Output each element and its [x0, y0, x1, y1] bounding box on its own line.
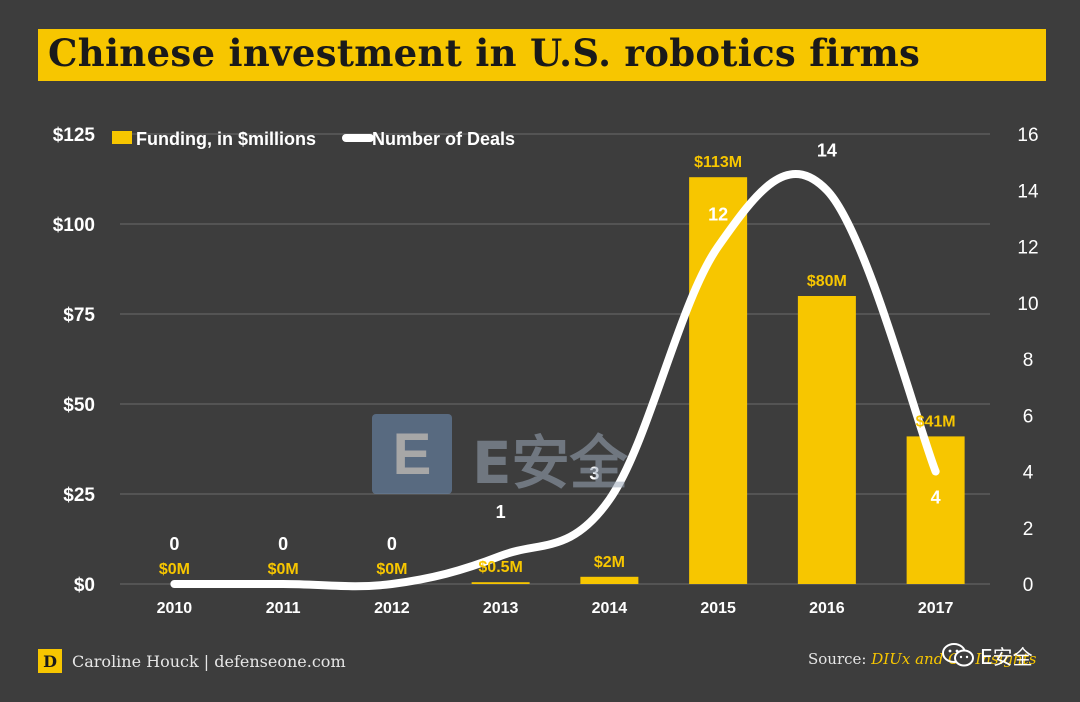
y-left-tick-label: $100: [53, 215, 95, 236]
deals-point: [716, 244, 721, 249]
bar-data-label: $80M: [807, 273, 847, 290]
legend-bar-label: Funding, in $millions: [136, 129, 316, 149]
bar: [797, 296, 856, 584]
x-tick-label: 2015: [700, 600, 736, 617]
footer-author: D Caroline Houck | defenseone.com: [38, 648, 346, 674]
deals-point: [824, 188, 829, 193]
x-tick-label: 2010: [157, 600, 193, 617]
source-value: DIUx and CB Insights: [871, 650, 1037, 668]
wechat-watermark-text: E安全: [980, 644, 1033, 669]
y-left-tick-label: $125: [53, 125, 96, 146]
y-right-tick-label: 8: [1023, 350, 1034, 371]
author-credit: Caroline Houck | defenseone.com: [72, 651, 346, 671]
line-data-label: 0: [278, 534, 288, 554]
watermark-logo: E: [372, 414, 452, 494]
bar-data-label: $2M: [594, 554, 625, 571]
y-left-tick-label: $50: [63, 395, 95, 416]
bar: [906, 436, 965, 584]
deals-point: [933, 469, 938, 474]
x-tick-label: 2013: [483, 600, 519, 617]
x-tick-label: 2014: [592, 600, 628, 617]
bar-data-label: $0M: [268, 561, 299, 578]
y-right-tick-label: 12: [1017, 238, 1038, 259]
source-label: Source:: [808, 650, 867, 668]
bar-data-label: $41M: [916, 413, 956, 430]
y-right-tick-label: 0: [1023, 575, 1034, 596]
y-right-tick-label: 4: [1023, 463, 1034, 484]
bar: [689, 177, 748, 584]
legend-line-label: Number of Deals: [372, 129, 515, 149]
deals-point: [389, 582, 394, 586]
bar-data-label: $0M: [159, 561, 190, 578]
y-right-tick-label: 2: [1023, 519, 1034, 540]
x-tick-label: 2016: [809, 600, 845, 617]
bar: [471, 582, 530, 584]
y-right-tick-label: 6: [1023, 406, 1034, 427]
chart-title: Chinese investment in U.S. robotics firm…: [48, 31, 921, 75]
line-data-label: 12: [708, 205, 728, 225]
watermark: E E安全: [372, 412, 722, 502]
wechat-icon: [942, 643, 974, 667]
y-left-tick-label: $0: [74, 575, 95, 596]
line-data-label: 3: [589, 464, 599, 484]
y-left-tick-label: $25: [63, 485, 95, 506]
wechat-watermark: E安全: [942, 640, 1033, 670]
deals-point: [281, 582, 286, 586]
x-tick-label: 2012: [374, 600, 410, 617]
x-tick-label: 2011: [266, 600, 301, 617]
legend-bar-swatch: [112, 131, 132, 144]
footer-source: Source: DIUx and CB Insights: [808, 650, 1036, 668]
bar-data-label: $113M: [694, 154, 742, 171]
deals-point: [172, 582, 177, 586]
bar-data-label: $0.5M: [478, 559, 522, 576]
line-data-label: 14: [817, 140, 837, 160]
bar-data-label: $0M: [376, 561, 407, 578]
line-data-label: 0: [387, 534, 397, 554]
watermark-text: E安全: [472, 429, 628, 497]
line-data-label: 0: [169, 534, 179, 554]
x-tick-label: 2017: [918, 600, 954, 617]
line-data-label: 1: [496, 502, 506, 522]
y-right-tick-label: 16: [1017, 125, 1038, 146]
deals-point: [498, 553, 503, 558]
defenseone-logo: D: [38, 649, 62, 673]
bar: [580, 576, 639, 584]
y-right-tick-label: 10: [1017, 294, 1038, 315]
title-banner: Chinese investment in U.S. robotics firm…: [38, 29, 1046, 81]
y-right-tick-label: 14: [1017, 181, 1039, 202]
line-data-label: 4: [931, 488, 941, 508]
deals-point: [607, 497, 612, 502]
y-left-tick-label: $75: [63, 305, 95, 326]
